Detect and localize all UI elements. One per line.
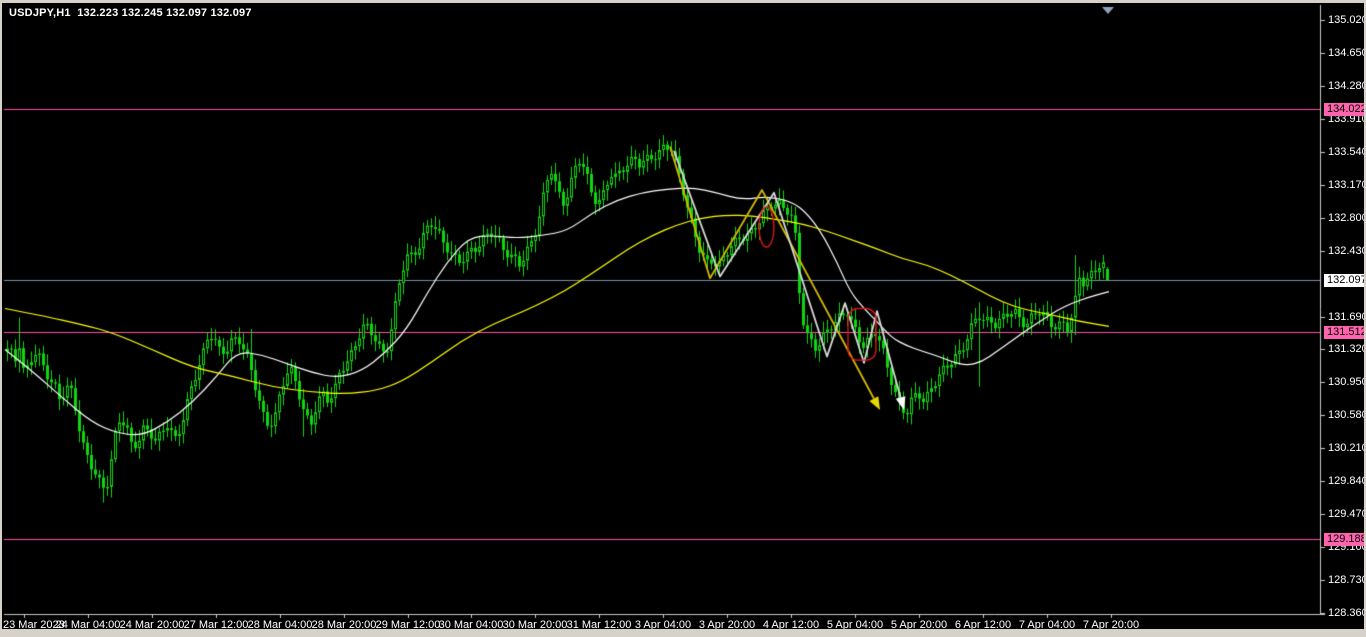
price-axis-label: 135.020 — [1328, 14, 1366, 26]
time-axis-label: 28 Mar 04:00 — [247, 619, 313, 631]
time-axis-label: 7 Apr 04:00 — [1018, 619, 1076, 631]
chart-title-overlay: USDJPY,H1 132.223 132.245 132.097 132.09… — [9, 7, 252, 19]
time-axis-label: 23 Mar 2023 — [3, 619, 65, 631]
price-axis-label: 130.210 — [1328, 442, 1366, 454]
time-axis-label: 5 Apr 04:00 — [826, 619, 884, 631]
price-axis-label: 132.800 — [1328, 212, 1366, 224]
time-axis-label: 6 Apr 12:00 — [954, 619, 1012, 631]
price-axis-label: 132.430 — [1328, 245, 1366, 257]
price-axis-label: 131.690 — [1328, 311, 1366, 323]
time-axis-label: 5 Apr 20:00 — [890, 619, 948, 631]
current-price-tag: 132.097 — [1324, 274, 1364, 287]
price-axis-label: 134.280 — [1328, 80, 1366, 92]
time-axis-label: 7 Apr 20:00 — [1082, 619, 1140, 631]
price-axis-label: 130.580 — [1328, 409, 1366, 421]
price-axis-label: 133.910 — [1328, 113, 1366, 125]
price-axis-label: 131.320 — [1328, 343, 1366, 355]
time-axis-label: 3 Apr 20:00 — [698, 619, 756, 631]
price-axis-label: 128.730 — [1328, 574, 1366, 586]
time-axis-label: 31 Mar 12:00 — [566, 619, 632, 631]
time-axis-label: 24 Mar 20:00 — [119, 619, 185, 631]
time-axis-label: 30 Mar 04:00 — [438, 619, 504, 631]
price-axis-label: 128.360 — [1328, 607, 1366, 619]
price-axis-label: 129.840 — [1328, 475, 1366, 487]
time-axis-label: 3 Apr 04:00 — [634, 619, 692, 631]
time-axis-label: 24 Mar 04:00 — [55, 619, 121, 631]
level-price-tag: 131.512 — [1324, 326, 1364, 339]
price-axis-label: 133.170 — [1328, 179, 1366, 191]
level-price-tag: 129.188 — [1324, 533, 1364, 546]
price-axis-label: 134.650 — [1328, 47, 1366, 59]
time-axis-label: 28 Mar 20:00 — [311, 619, 377, 631]
time-axis-label: 29 Mar 12:00 — [375, 619, 441, 631]
chart-plot-canvas[interactable] — [2, 3, 1364, 629]
time-axis-label: 4 Apr 12:00 — [762, 619, 820, 631]
time-axis-label: 27 Mar 12:00 — [183, 619, 249, 631]
level-price-tag: 134.022 — [1324, 103, 1364, 116]
price-axis-label: 130.950 — [1328, 376, 1366, 388]
price-axis-label: 129.470 — [1328, 508, 1366, 520]
time-axis-label: 30 Mar 20:00 — [502, 619, 568, 631]
price-axis-label: 133.540 — [1328, 146, 1366, 158]
